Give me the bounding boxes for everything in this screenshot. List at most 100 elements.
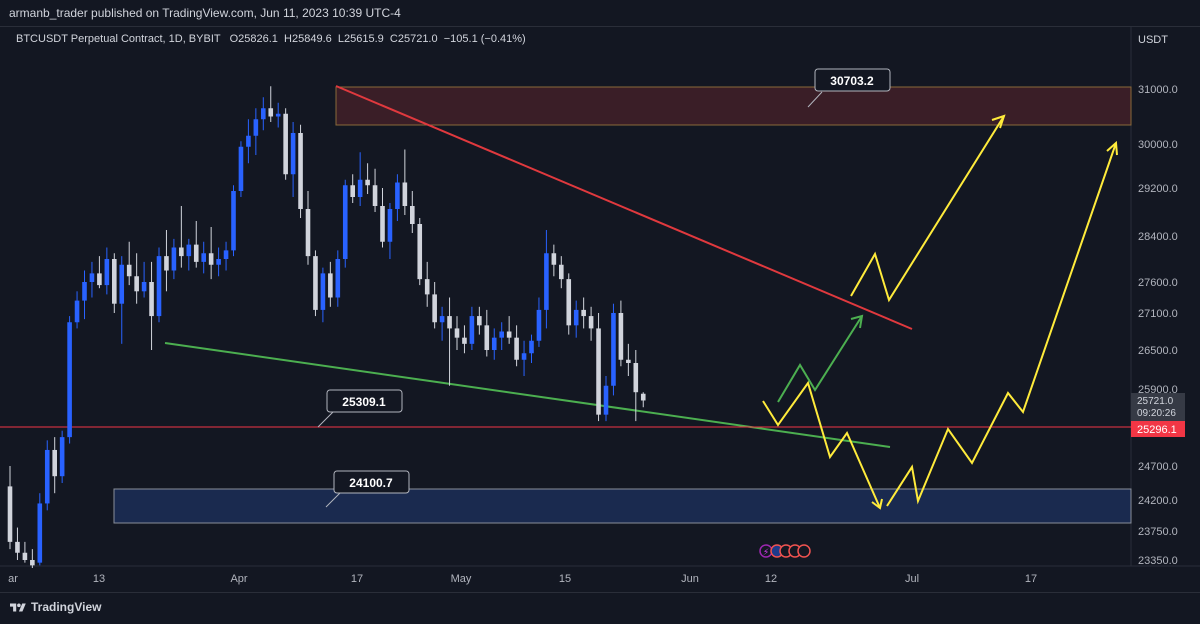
candle-29[interactable]: [223, 241, 229, 271]
candle-83[interactable]: [626, 343, 631, 376]
candle-52[interactable]: [395, 174, 400, 221]
candle-38[interactable]: [290, 122, 296, 197]
candle-53[interactable]: [402, 149, 408, 216]
candle-81[interactable]: [611, 303, 616, 396]
candle-73[interactable]: [551, 244, 557, 277]
candle-21[interactable]: [164, 230, 169, 292]
tradingview-brand[interactable]: TradingView: [31, 600, 102, 614]
candle-12[interactable]: [97, 256, 102, 289]
candle-9[interactable]: [74, 291, 80, 329]
candle-76[interactable]: [573, 300, 579, 338]
candle-62[interactable]: [469, 306, 475, 350]
candle-58[interactable]: [439, 306, 445, 341]
candle-69[interactable]: [521, 340, 527, 376]
event-us-flag-icon-4[interactable]: [797, 544, 811, 558]
candle-33[interactable]: [253, 108, 259, 155]
candle-28[interactable]: [216, 247, 221, 277]
callout-30703[interactable]: 30703.2: [807, 68, 891, 108]
candle-82[interactable]: [618, 300, 624, 367]
candle-72[interactable]: [544, 230, 549, 329]
candle-13[interactable]: [104, 247, 110, 295]
candle-35[interactable]: [268, 86, 274, 122]
candle-18[interactable]: [141, 261, 147, 298]
candle-50[interactable]: [380, 188, 385, 248]
candle-27[interactable]: [208, 227, 214, 280]
candle-65[interactable]: [491, 328, 497, 360]
candle-77[interactable]: [581, 297, 586, 329]
candle-31[interactable]: [238, 141, 244, 197]
candle-71[interactable]: [536, 297, 542, 347]
candle-37[interactable]: [283, 108, 288, 180]
candle-78[interactable]: [588, 306, 594, 341]
candle-30[interactable]: [231, 185, 236, 257]
candle-32[interactable]: [246, 119, 251, 164]
candle-2[interactable]: [22, 541, 28, 563]
projection-path-green[interactable]: [777, 315, 863, 403]
candle-17[interactable]: [134, 253, 139, 304]
candle-45[interactable]: [342, 179, 348, 268]
resistance-trendline[interactable]: [335, 85, 913, 330]
projection-path-right[interactable]: [886, 142, 1117, 507]
candle-44[interactable]: [335, 250, 341, 307]
candle-57[interactable]: [432, 282, 437, 329]
candle-40[interactable]: [305, 191, 311, 265]
candle-8[interactable]: [67, 316, 72, 444]
candle-25[interactable]: [193, 221, 199, 268]
candle-26[interactable]: [201, 241, 206, 274]
candle-34[interactable]: [261, 97, 266, 131]
candle-47[interactable]: [357, 152, 363, 206]
candle-5[interactable]: [44, 440, 50, 511]
candle-0[interactable]: [7, 466, 13, 550]
support-trendline[interactable]: [164, 342, 891, 448]
candle-43[interactable]: [328, 261, 333, 307]
candle-11[interactable]: [89, 261, 95, 298]
callout-24100[interactable]: 24100.7: [325, 470, 410, 508]
candle-75[interactable]: [566, 273, 572, 335]
candle-74[interactable]: [559, 256, 564, 289]
projection-path-middle[interactable]: [762, 380, 881, 509]
candle-15[interactable]: [119, 256, 125, 344]
candle-7[interactable]: [59, 430, 65, 483]
candle-80[interactable]: [603, 376, 609, 422]
candle-66[interactable]: [499, 322, 504, 350]
candle-1[interactable]: [15, 527, 20, 560]
price-chart[interactable]: USDT 31000.0 30000.0 29200.0 28400.0 27600.0…: [0, 26, 1200, 592]
candle-6[interactable]: [52, 437, 57, 494]
candle-20[interactable]: [156, 247, 162, 323]
candle-56[interactable]: [424, 261, 430, 307]
candle-23[interactable]: [179, 206, 184, 268]
candle-63[interactable]: [477, 306, 482, 335]
candle-41[interactable]: [313, 250, 318, 317]
candle-54[interactable]: [410, 191, 415, 233]
candle-36[interactable]: [275, 102, 281, 128]
callout-25309[interactable]: 25309.1: [317, 389, 403, 428]
candle-16[interactable]: [126, 241, 132, 286]
projection-path-upper[interactable]: [850, 115, 1005, 303]
demand-zone[interactable]: [113, 488, 1132, 524]
candle-85[interactable]: [640, 392, 646, 408]
candle-4[interactable]: [37, 493, 43, 566]
candle-14[interactable]: [112, 253, 117, 313]
candle-84[interactable]: [633, 350, 639, 422]
candle-39[interactable]: [298, 124, 303, 218]
candle-79[interactable]: [596, 313, 601, 422]
candle-67[interactable]: [506, 316, 512, 344]
candle-46[interactable]: [350, 174, 355, 203]
candle-48[interactable]: [365, 163, 370, 194]
supply-zone[interactable]: [335, 86, 1132, 126]
symbol-label[interactable]: BTCUSDT Perpetual Contract, 1D, BYBIT: [16, 33, 221, 45]
candle-70[interactable]: [529, 334, 534, 363]
candle-22[interactable]: [171, 238, 177, 280]
candle-10[interactable]: [82, 270, 87, 320]
candle-51[interactable]: [387, 203, 393, 259]
candle-3[interactable]: [30, 549, 35, 568]
candle-42[interactable]: [320, 267, 326, 323]
candle-59[interactable]: [447, 297, 452, 386]
candle-64[interactable]: [484, 309, 490, 357]
candle-55[interactable]: [417, 218, 423, 286]
candle-60[interactable]: [454, 316, 460, 350]
candle-49[interactable]: [372, 168, 378, 212]
candle-61[interactable]: [462, 325, 467, 354]
events-markers[interactable]: ⚡: [759, 544, 811, 558]
candle-24[interactable]: [186, 238, 192, 271]
